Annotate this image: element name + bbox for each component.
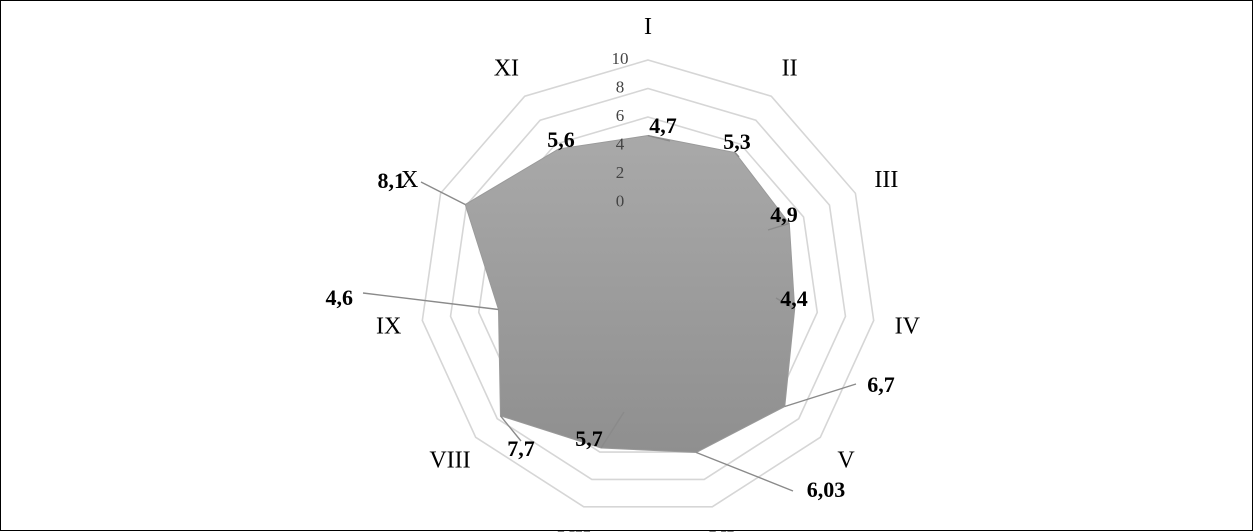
- grid-ring-10: [421, 59, 875, 508]
- leader-line: [696, 451, 794, 492]
- category-label: VII: [558, 527, 591, 532]
- leader-line: [647, 134, 671, 142]
- leader-line: [600, 411, 625, 449]
- data-label: 4,9: [770, 202, 798, 227]
- tick-label: 2: [616, 163, 625, 182]
- tick-label: 8: [616, 78, 625, 97]
- data-label: 4,6: [326, 285, 354, 310]
- tick-label: 6: [616, 106, 625, 125]
- category-label: IV: [895, 313, 921, 339]
- leader-line: [767, 222, 790, 231]
- category-label: IX: [376, 313, 401, 339]
- leader-line: [420, 181, 466, 206]
- category-label: X: [401, 167, 418, 193]
- tick-label: 0: [616, 192, 625, 211]
- data-label: 5,7: [575, 426, 603, 451]
- data-label: 6,03: [807, 477, 846, 502]
- leader-line: [362, 292, 499, 311]
- data-label: 7,7: [507, 436, 535, 461]
- category-label: V: [837, 448, 855, 474]
- data-label: 5,6: [547, 127, 575, 152]
- tick-label: 4: [616, 135, 625, 154]
- category-label: I: [644, 14, 652, 40]
- leader-line: [499, 415, 522, 442]
- data-label: 4,4: [780, 286, 808, 311]
- data-label: 6,7: [867, 372, 895, 397]
- leader-line: [784, 383, 857, 408]
- leader-line: [775, 297, 796, 310]
- category-label: VIII: [429, 448, 470, 474]
- data-label: 4,7: [649, 113, 677, 138]
- data-label: 5,3: [723, 129, 751, 154]
- category-label: II: [782, 56, 798, 82]
- category-label: XI: [494, 56, 519, 82]
- tick-label: 10: [612, 49, 629, 68]
- grid-ring-8: [449, 87, 847, 481]
- series-area: [464, 135, 796, 453]
- data-label: 8,1: [378, 168, 406, 193]
- category-label: VI: [709, 527, 734, 532]
- leader-line: [734, 152, 740, 158]
- category-label: III: [874, 167, 898, 193]
